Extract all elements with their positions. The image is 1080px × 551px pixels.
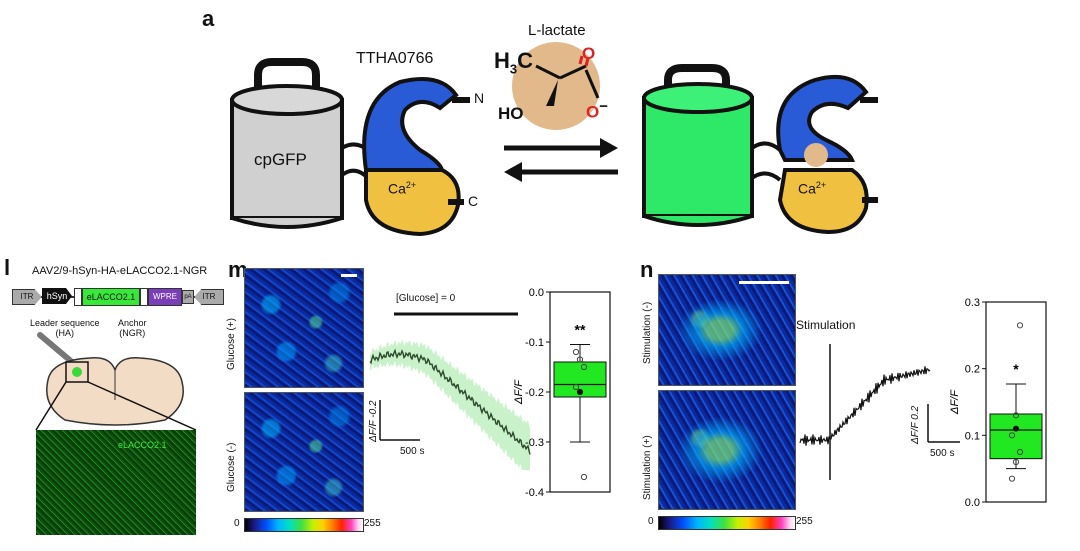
m-box-point xyxy=(572,348,580,356)
glucose-minus-label: Glucose (-) xyxy=(226,442,237,492)
construct-map: ITR hSyn eLACCO2.1 WPRE pA ITR xyxy=(12,285,224,309)
n-box-point xyxy=(1008,432,1016,439)
m-box-significance: ** xyxy=(575,322,586,338)
n-box-point xyxy=(1012,412,1020,419)
m-box-point xyxy=(572,383,580,391)
ca-domain-yellow xyxy=(364,168,461,237)
n-box-plot-frame xyxy=(985,301,1047,503)
n-box-point xyxy=(1008,475,1016,482)
glucose-plus-label: Glucose (+) xyxy=(226,318,237,370)
stimulation-minus-image xyxy=(658,274,796,386)
n-terminus-label: N xyxy=(474,90,485,106)
stimulation-minus-label: Stimulation (-) xyxy=(642,301,653,364)
m-box-ylabel: ΔF/F xyxy=(513,379,525,405)
pa-block: pA xyxy=(182,290,194,304)
m-box-point xyxy=(580,473,588,481)
cpgfp-barrel-bound xyxy=(642,64,754,227)
m-boxplot: 0.0 -0.1 -0.2 -0.3 -0.4 ** ΔF/F xyxy=(513,287,611,499)
cpgfp-barrel-apo xyxy=(230,58,344,229)
m-box-ytick-label: 0.0 xyxy=(529,287,544,299)
n-scale-y-label: ΔF/F 0.2 xyxy=(910,405,921,444)
m-box-ytick-label: -0.3 xyxy=(525,437,544,449)
glucose-trace-plot xyxy=(369,312,531,470)
glucose-plus-image xyxy=(244,268,364,388)
construct-title: AAV2/9-hSyn-HA-eLACCO2.1-NGR xyxy=(32,265,208,277)
equilibrium-arrows-icon xyxy=(504,138,618,182)
scale-bar-m xyxy=(341,274,357,277)
n-box-ytick-label: 0.1 xyxy=(965,430,980,442)
panel-a-label: a xyxy=(202,6,215,31)
m-scale-y-label: ΔF/F -0.2 xyxy=(368,400,379,442)
m-box-point xyxy=(580,363,588,371)
m-box-ytick-label: -0.2 xyxy=(525,387,544,399)
chem-o-top: O xyxy=(582,44,596,63)
micrograph-label: eLACCO2.1 xyxy=(118,440,167,450)
glucose-condition-label: [Glucose] = 0 xyxy=(396,293,456,304)
brain-section-diagram xyxy=(35,332,197,430)
n-box-mean xyxy=(1013,425,1019,432)
n-box-point xyxy=(1012,458,1020,466)
n-box-ytick-label: 0.2 xyxy=(965,364,980,376)
colorbar-n-max: 255 xyxy=(796,516,813,527)
leader-sequence-label: Leader sequence (HA) xyxy=(30,318,100,338)
n-box-ylabel: ΔF/F xyxy=(949,389,961,415)
wpre-block: WPRE xyxy=(148,288,182,306)
chem-h3c-text: H3C xyxy=(494,48,534,77)
m-box-mean xyxy=(577,389,583,395)
elacco-micrograph xyxy=(36,430,196,535)
colorbar-n-min: 0 xyxy=(648,516,654,527)
elacco-gene-block: eLACCO2.1 xyxy=(82,288,140,306)
ttha0766-domain-blue xyxy=(362,77,459,172)
ca-ion-label-bound: Ca2+ xyxy=(798,180,827,197)
protein-name-label: TTHA0766 xyxy=(356,50,434,67)
panel-l-label: l xyxy=(4,255,11,280)
chem-ho-text: HO xyxy=(498,104,524,123)
colorbar-m-max: 255 xyxy=(364,518,381,529)
cpgfp-label: cpGFP xyxy=(254,150,307,169)
n-box-point xyxy=(1016,322,1024,329)
colorbar-n xyxy=(658,516,796,530)
n-scale-x-label: 500 s xyxy=(930,448,955,459)
m-box-point xyxy=(576,356,584,363)
glucose-minus-image xyxy=(244,392,364,512)
chem-o-bottom: O− xyxy=(586,98,608,122)
colorbar-m-min: 0 xyxy=(234,518,240,529)
n-box-significance: * xyxy=(1013,361,1019,377)
panel-m-label: m xyxy=(228,257,248,282)
n-box-box xyxy=(989,413,1043,460)
n-box-ytick-label: 0.0 xyxy=(965,497,980,509)
itr-left-block: ITR xyxy=(12,289,42,305)
c-terminus-label: C xyxy=(468,193,479,209)
n-box-point xyxy=(1016,448,1024,456)
hsyn-promoter-block: hSyn xyxy=(42,288,72,304)
m-box-ytick-label: -0.4 xyxy=(525,487,544,499)
scale-bar-n xyxy=(739,281,789,284)
ca-ion-label-apo: Ca2+ xyxy=(388,180,417,197)
stimulation-plus-label: Stimulation (+) xyxy=(642,435,653,500)
n-box-ytick-label: 0.3 xyxy=(965,297,980,309)
panel-n-label: n xyxy=(640,257,654,282)
stimulation-trace-plot xyxy=(799,344,960,480)
n-boxplot: 0.3 0.2 0.1 0.0 * ΔF/F xyxy=(949,297,1047,509)
colorbar-m xyxy=(244,518,364,532)
itr-right-block: ITR xyxy=(194,289,224,305)
m-scale-x-label: 500 s xyxy=(400,446,425,457)
ligand-name-label: L-lactate xyxy=(528,22,586,39)
stimulation-event-label: Stimulation xyxy=(796,318,856,332)
stimulation-plus-image xyxy=(658,390,796,510)
panel-a-diagram xyxy=(230,42,878,237)
anchor-label: Anchor (NGR) xyxy=(118,318,147,338)
m-box-ytick-label: -0.1 xyxy=(525,337,544,349)
